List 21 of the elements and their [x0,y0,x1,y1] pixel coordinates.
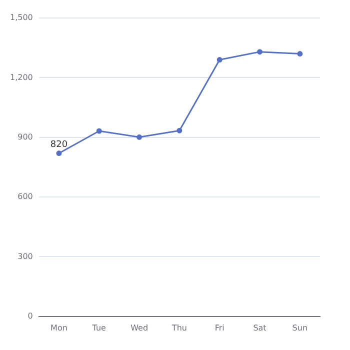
y-tick-label: 300 [18,252,33,261]
point [257,49,263,55]
x-tick-label: Sat [253,323,266,332]
y-tick-label: 0 [28,311,33,320]
y-tick-label: 600 [18,192,33,202]
data-label: 820 [50,140,68,150]
x-tick-label: Thu [170,323,187,332]
x-tick-label: Wed [130,323,148,332]
x-tick-label: Sun [292,323,308,332]
point [96,128,102,134]
x-tick-label: Tue [91,323,106,332]
point [176,128,182,134]
x-tick-label: Mon [50,323,68,332]
x-tick-label: Fri [214,323,224,332]
y-tick-label: 1,500 [10,13,33,22]
point [56,150,62,156]
point [297,51,303,57]
y-tick-label: 1,200 [10,72,33,82]
y-tick-label: 900 [18,132,33,142]
point [216,57,222,63]
point [136,134,142,140]
